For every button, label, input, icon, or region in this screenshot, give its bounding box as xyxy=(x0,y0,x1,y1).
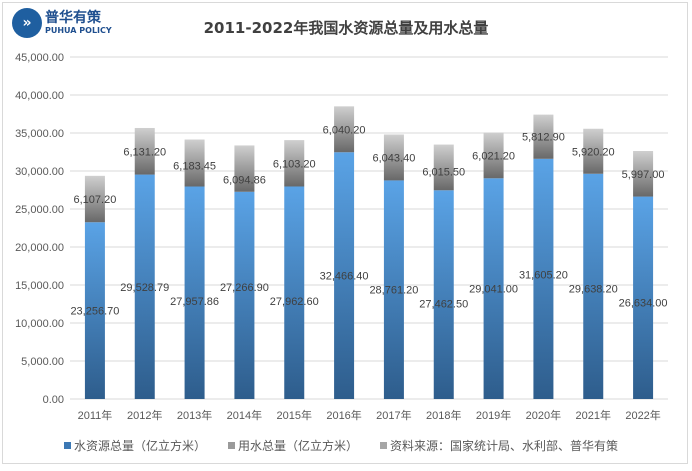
bar-water-resources xyxy=(184,186,205,399)
data-label-water-resources: 29,041.00 xyxy=(469,284,518,296)
bar-water-use xyxy=(433,144,454,191)
data-label-water-use: 6,094.86 xyxy=(223,174,266,186)
bar-water-use xyxy=(84,175,105,223)
bar-water-use xyxy=(284,140,305,187)
y-tick-label: 15,000.00 xyxy=(15,280,64,292)
data-label-water-use: 6,043.40 xyxy=(373,152,416,164)
bar-water-resources xyxy=(383,180,404,399)
bar-water-use xyxy=(134,127,155,175)
data-label-water-resources: 27,462.50 xyxy=(419,299,468,311)
legend-item-source: 资料来源：国家统计局、水利部、普华有策 xyxy=(380,437,618,454)
bar-water-resources xyxy=(433,190,454,399)
x-tick-label: 2022年 xyxy=(625,408,660,422)
data-label-water-resources: 29,528.79 xyxy=(120,282,169,294)
bar-water-use xyxy=(633,151,654,197)
bar-water-use xyxy=(334,106,355,153)
data-label-water-resources: 27,957.86 xyxy=(170,296,219,308)
x-tick-label: 2012年 xyxy=(127,408,162,422)
bar-water-use xyxy=(383,134,404,181)
y-tick-label: 40,000.00 xyxy=(15,90,64,102)
bar-water-resources xyxy=(84,222,105,399)
x-tick-label: 2019年 xyxy=(476,408,511,422)
data-label-water-resources: 23,256.70 xyxy=(70,306,119,318)
legend-label: 用水总量（亿立方米） xyxy=(238,439,359,453)
legend-item-water-use: 用水总量（亿立方米） xyxy=(228,437,358,454)
x-tick-label: 2018年 xyxy=(426,408,461,422)
chart-title: 2011-2022年我国水资源总量及用水总量 xyxy=(203,19,489,37)
y-tick-label: 0.00 xyxy=(43,394,64,406)
logo-text-en: PUHUA POLICY xyxy=(45,26,112,35)
legend-swatch-blue xyxy=(64,442,71,449)
bar-water-resources xyxy=(533,158,554,399)
x-tick-label: 2021年 xyxy=(576,408,611,422)
x-tick-label: 2013年 xyxy=(177,408,212,422)
bar-water-resources xyxy=(633,196,654,399)
bar-water-use xyxy=(184,139,205,187)
data-label-water-use: 6,103.20 xyxy=(273,158,316,170)
bar-water-resources xyxy=(483,178,504,399)
y-tick-label: 20,000.00 xyxy=(15,242,64,254)
data-label-water-use: 5,997.00 xyxy=(622,169,665,181)
bar-water-use xyxy=(483,132,504,179)
y-tick-label: 45,000.00 xyxy=(15,52,64,64)
bar-water-use xyxy=(583,128,604,174)
data-label-water-use: 6,015.50 xyxy=(422,166,465,178)
y-tick-label: 10,000.00 xyxy=(15,318,64,330)
legend-label: 水资源总量（亿立方米） xyxy=(74,439,207,453)
data-label-water-use: 5,920.20 xyxy=(572,146,615,158)
data-label-water-use: 6,040.20 xyxy=(323,124,366,136)
legend-swatch-source xyxy=(380,442,388,449)
source-note: 资料来源：国家统计局、水利部、普华有策 xyxy=(390,439,619,453)
data-label-water-resources: 27,266.90 xyxy=(220,282,269,294)
data-label-water-resources: 31,605.20 xyxy=(519,270,568,282)
data-label-water-resources: 26,634.00 xyxy=(619,298,668,310)
puhua-logo: » 普华有策 PUHUA POLICY xyxy=(12,8,112,38)
x-tick-label: 2015年 xyxy=(277,408,312,422)
bar-water-resources xyxy=(134,174,155,399)
bar-water-resources xyxy=(583,173,604,399)
y-tick-label: 25,000.00 xyxy=(15,204,64,216)
data-label-water-resources: 32,466.40 xyxy=(320,271,369,283)
data-label-water-use: 6,183.45 xyxy=(173,160,216,172)
x-tick-label: 2020年 xyxy=(526,408,561,422)
x-tick-label: 2016年 xyxy=(326,408,361,422)
y-tick-label: 30,000.00 xyxy=(15,166,64,178)
y-tick-label: 35,000.00 xyxy=(15,128,64,140)
data-label-water-use: 6,107.20 xyxy=(74,194,117,206)
data-label-water-resources: 28,761.20 xyxy=(369,285,418,297)
legend-swatch-gray xyxy=(228,442,236,449)
y-tick-label: 5,000.00 xyxy=(21,356,64,368)
bar-water-use xyxy=(533,114,554,159)
data-label-water-use: 6,021.20 xyxy=(472,150,515,162)
x-tick-label: 2014年 xyxy=(227,408,262,422)
legend-item-water-resources: 水资源总量（亿立方米） xyxy=(64,437,206,454)
bar-water-resources xyxy=(334,152,355,399)
x-tick-label: 2011年 xyxy=(78,408,113,422)
bar-water-resources xyxy=(284,186,305,399)
data-label-water-resources: 29,638.20 xyxy=(569,284,618,296)
bar-water-resources xyxy=(234,191,255,399)
data-label-water-resources: 27,962.60 xyxy=(270,296,319,308)
data-label-water-use: 6,131.20 xyxy=(123,146,166,158)
data-label-water-use: 5,812.90 xyxy=(522,132,565,144)
x-tick-label: 2017年 xyxy=(376,408,411,422)
logo-mark-icon: » xyxy=(12,8,42,38)
chart-frame xyxy=(2,2,688,464)
bar-water-use xyxy=(234,145,255,192)
logo-text-cn: 普华有策 xyxy=(45,10,101,26)
legend: 水资源总量（亿立方米） 用水总量（亿立方米） 资料来源：国家统计局、水利部、普华… xyxy=(64,437,618,454)
